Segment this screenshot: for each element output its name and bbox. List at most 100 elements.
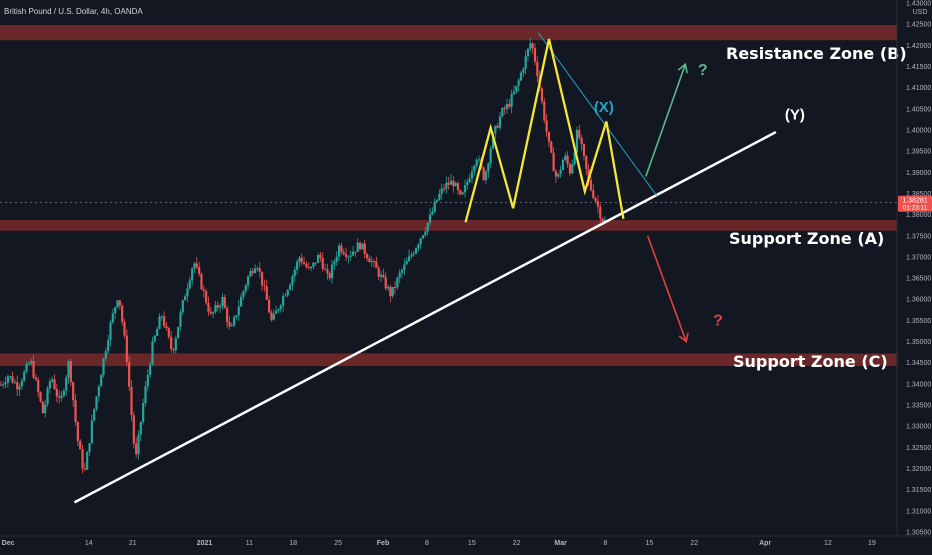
candle-body (400, 270, 404, 273)
candle-body (592, 190, 595, 198)
y-tick-label: 1.32000 (906, 466, 931, 473)
candle-body (97, 386, 100, 397)
y-tick-label: 1.40500 (906, 106, 931, 113)
candle-body (473, 165, 476, 172)
candle-body (228, 322, 231, 327)
candle-body (295, 261, 299, 270)
arrow-down (646, 235, 687, 342)
candle-body (531, 43, 534, 49)
candle-body (293, 269, 296, 277)
candle-body (81, 449, 84, 469)
y-tick-label: 1.30500 (906, 530, 931, 537)
candle-body (79, 440, 82, 450)
candle-body (412, 253, 415, 255)
candle-body (177, 326, 180, 339)
candle-body (107, 339, 110, 352)
candle-body (554, 171, 558, 177)
x-tick-label: 12 (824, 540, 832, 547)
candle-body (426, 222, 429, 232)
candle-body (244, 285, 247, 292)
candle-body (314, 262, 317, 264)
candle-body (95, 396, 98, 409)
candle-body (0, 384, 2, 386)
y-tick-label: 1.36500 (906, 276, 931, 283)
candle-body (456, 183, 460, 191)
candle-body (62, 390, 65, 396)
candle-body (419, 238, 422, 245)
candle-body (83, 468, 86, 470)
candle-body (100, 375, 103, 387)
zone-band-0 (0, 25, 897, 41)
chart-title: British Pound / U.S. Dollar, 4h, OANDA (4, 7, 143, 16)
candle-body (270, 312, 273, 320)
zone-band-1 (0, 220, 897, 231)
x-tick-label: 15 (468, 540, 476, 547)
candle-body (88, 443, 91, 453)
candle-body (226, 307, 229, 323)
candle-body (288, 284, 292, 290)
candle-body (498, 116, 502, 128)
candle-body (65, 377, 68, 391)
candle-body (4, 382, 7, 385)
candle-body (151, 341, 154, 365)
candle-body (237, 306, 240, 316)
candle-body (398, 272, 401, 278)
candle-body (13, 382, 16, 384)
candle-body (144, 386, 147, 404)
candle-body (72, 382, 75, 401)
y-unit-label: USD (913, 9, 928, 16)
candle-body (16, 382, 19, 390)
candle-body (25, 364, 28, 372)
candle-body (517, 80, 520, 87)
candle-body (323, 268, 327, 270)
candle-body (60, 395, 63, 398)
candle-body (302, 262, 306, 265)
candle-body (291, 276, 294, 285)
x-tick-label: Mar (554, 540, 567, 547)
candle-body (165, 326, 168, 329)
candle-body (377, 267, 380, 277)
y-tick-label: 1.41000 (906, 85, 931, 92)
candle-body (603, 219, 607, 222)
candle-body (207, 302, 210, 312)
arrow-up (645, 64, 687, 177)
candle-body (163, 316, 166, 327)
candle-body (494, 125, 497, 134)
wave-y-label: (Y) (785, 106, 805, 123)
y-tick-label: 1.37000 (906, 254, 931, 261)
candle-body (477, 159, 481, 161)
candle-body (342, 252, 345, 255)
candle-body (160, 316, 163, 318)
x-tick-label: Dec (2, 540, 15, 547)
candle-body (156, 329, 159, 336)
candle-body (552, 152, 555, 172)
candle-body (491, 133, 495, 149)
x-tick-label: 15 (646, 540, 654, 547)
candle-body (431, 211, 434, 215)
candle-body (319, 254, 322, 258)
candle-body (508, 104, 511, 107)
candle-body (27, 363, 30, 365)
candle-body (254, 268, 257, 273)
candle-body (198, 267, 201, 274)
candle-body (475, 159, 478, 166)
candle-body (93, 408, 96, 421)
candle-body (39, 392, 42, 402)
candle-body (449, 180, 453, 185)
candle-body (11, 376, 14, 383)
candle-body (109, 322, 112, 340)
candle-body (116, 300, 119, 308)
x-tick-label: 19 (868, 540, 876, 547)
candle-body (340, 245, 343, 253)
candle-body (272, 313, 275, 320)
annotation-labels: Resistance Zone (B) Support Zone (A) Suppo… (4, 7, 907, 371)
candle-body (9, 376, 12, 378)
candle-body (37, 379, 40, 393)
arrow-up-head (677, 62, 688, 74)
candle-body (316, 254, 320, 263)
y-tick-label: 1.34000 (906, 381, 931, 388)
candle-body (550, 141, 553, 153)
candle-body (571, 163, 574, 174)
